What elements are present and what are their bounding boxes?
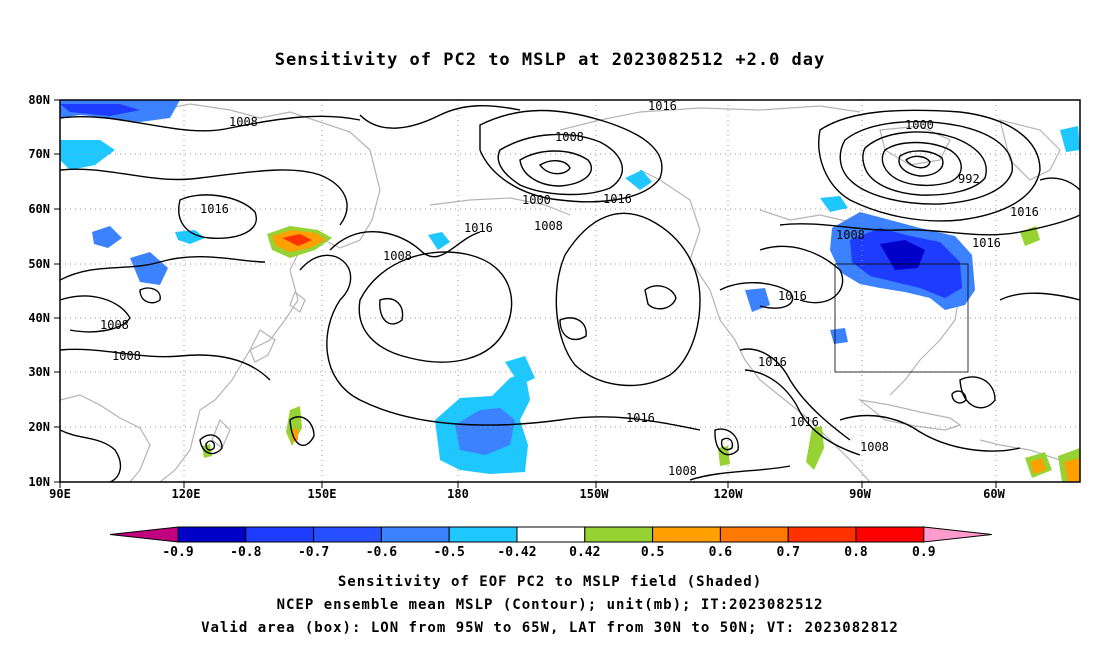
- lon-label: 120W: [714, 487, 744, 501]
- lon-axis: [59, 482, 997, 488]
- colorbar-label: -0.5: [434, 545, 465, 560]
- contour-label: 1016: [790, 415, 819, 429]
- contour-label: 1016: [464, 221, 493, 235]
- contour-label: 1016: [758, 355, 787, 369]
- contour-label: 1008: [534, 219, 563, 233]
- colorbar-swatch: [719, 526, 789, 543]
- lat-lon-grid: [60, 100, 1080, 482]
- lat-label: 50N: [28, 257, 50, 271]
- colorbar-swatch: [584, 526, 654, 543]
- colorbar-arrow-right: [923, 526, 992, 543]
- lon-labels: 90E 120E 150E 180 150W 120W 90W 60W: [49, 487, 1005, 501]
- colorbar-swatch: [652, 526, 721, 543]
- colorbar-swatch: [448, 526, 518, 543]
- lon-label: 90W: [849, 487, 871, 501]
- map-plot-area: 1016 1008 1000 992 1008 1016 1008 1000 1…: [60, 99, 1080, 482]
- contour-label: 1016: [778, 289, 807, 303]
- lon-label: 90E: [49, 487, 71, 501]
- colorbar-swatch: [855, 526, 925, 543]
- contour-label: 1008: [112, 349, 141, 363]
- lat-labels: 80N 70N 60N 50N 40N 30N 20N 10N: [28, 93, 50, 489]
- lon-label: 150E: [308, 487, 337, 501]
- valid-area-box: [834, 263, 969, 373]
- sensitivity-shading: [60, 100, 1080, 482]
- colorbar-label: 0.9: [912, 545, 935, 560]
- lat-label: 30N: [28, 365, 50, 379]
- colorbar-swatch: [245, 526, 315, 543]
- lat-label: 20N: [28, 420, 50, 434]
- chart-title: Sensitivity of PC2 to MSLP at 2023082512…: [274, 50, 826, 70]
- lat-label: 10N: [28, 475, 50, 489]
- contour-label: 992: [958, 172, 980, 186]
- lat-label: 70N: [28, 147, 50, 161]
- lon-label: 120E: [172, 487, 201, 501]
- contour-label: 1008: [668, 464, 697, 478]
- contour-label: 1008: [836, 228, 865, 242]
- colorbar-swatch: [380, 526, 450, 543]
- colorbar-label: 0.42: [569, 545, 600, 560]
- colorbar-arrow-left: [109, 526, 179, 543]
- caption-line-2: NCEP ensemble mean MSLP (Contour); unit(…: [276, 597, 824, 613]
- contour-label: 1008: [555, 130, 584, 144]
- lat-label: 80N: [28, 93, 50, 107]
- map-frame: [59, 99, 1081, 483]
- colorbar-label: 0.7: [776, 545, 799, 560]
- colorbar-swatch: [177, 526, 247, 543]
- contour-label: 1008: [383, 249, 412, 263]
- colorbar-label: 0.8: [844, 545, 868, 560]
- lon-label: 180: [447, 487, 469, 501]
- colorbar-swatch: [516, 526, 586, 543]
- lon-label: 60W: [983, 487, 1005, 501]
- caption-line-1: Sensitivity of EOF PC2 to MSLP field (Sh…: [337, 574, 763, 590]
- contour-label: 1016: [972, 236, 1001, 250]
- colorbar-label: -0.9: [162, 545, 193, 560]
- colorbar-label: -0.42: [497, 545, 536, 560]
- lat-label: 60N: [28, 202, 50, 216]
- colorbar-label: -0.6: [366, 545, 397, 560]
- contour-label: 1016: [603, 192, 632, 206]
- colorbar-label: -0.7: [298, 545, 329, 560]
- colorbar-swatch: [787, 526, 857, 543]
- colorbar-label: 0.5: [641, 545, 664, 560]
- caption-line-3: Valid area (box): LON from 95W to 65W, L…: [201, 620, 899, 636]
- contour-label: 1000: [905, 118, 934, 132]
- contour-label: 1008: [100, 318, 129, 332]
- colorbar: -0.9 -0.8 -0.7 -0.6 -0.5 -0.42 0.42 0.5 0.6 0.7 0.…: [109, 526, 992, 560]
- contour-label: 1016: [1010, 205, 1039, 219]
- contour-label: 1000: [522, 193, 551, 207]
- contour-label: 1008: [229, 115, 258, 129]
- contour-label: 1016: [648, 99, 677, 113]
- lon-label: 150W: [580, 487, 610, 501]
- colorbar-label: -0.8: [230, 545, 261, 560]
- lat-label: 40N: [28, 311, 50, 325]
- contour-label: 1008: [860, 440, 889, 454]
- colorbar-swatch: [313, 526, 382, 543]
- contour-label: 1016: [626, 411, 655, 425]
- contour-labels: 1016 1008 1000 992 1008 1016 1008 1000 1…: [100, 99, 1039, 478]
- colorbar-label: 0.6: [709, 545, 733, 560]
- mslp-contours: [60, 105, 1080, 482]
- contour-label: 1016: [200, 202, 229, 216]
- lat-axis: [54, 99, 60, 483]
